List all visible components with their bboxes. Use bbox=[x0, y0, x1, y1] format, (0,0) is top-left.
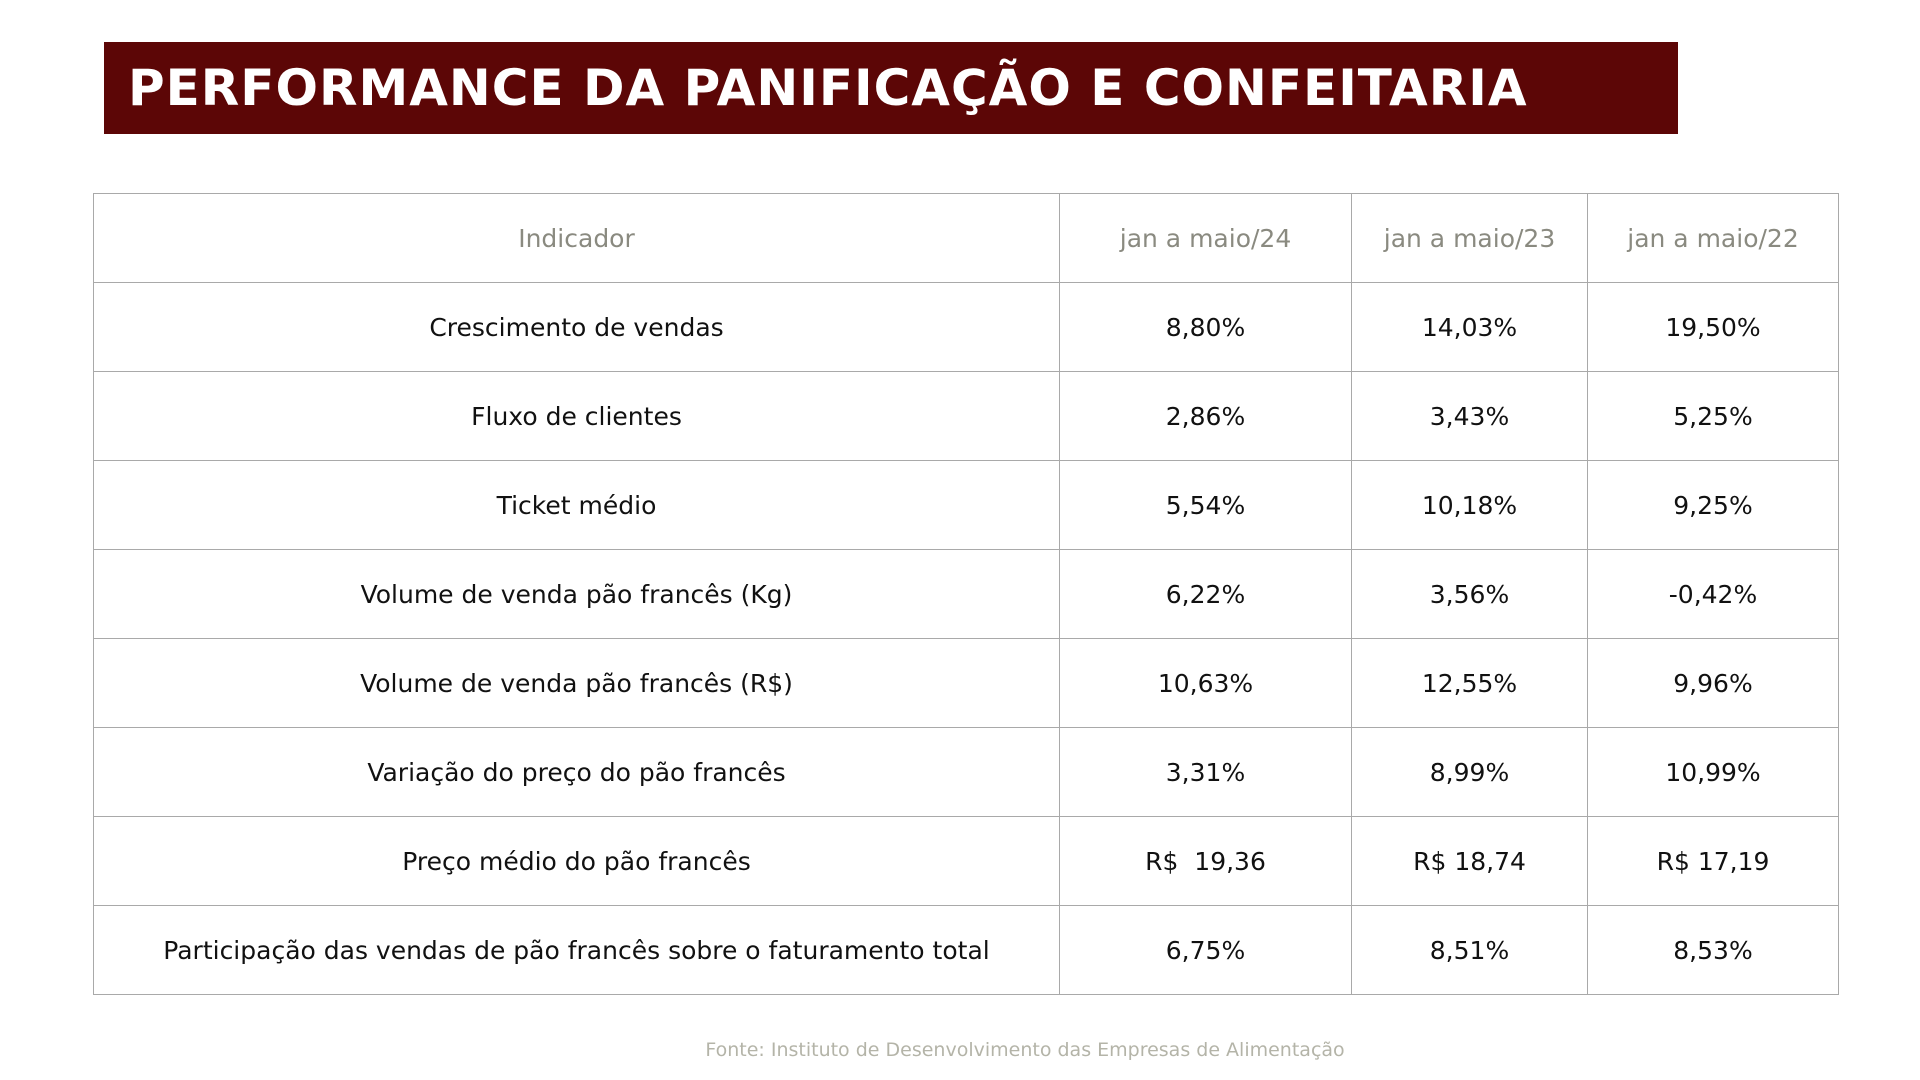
table-header-row: Indicador jan a maio/24 jan a maio/23 ja… bbox=[93, 193, 1839, 283]
table-row: Fluxo de clientes 2,86% 3,43% 5,25% bbox=[93, 371, 1839, 461]
cell-value: 12,55% bbox=[1351, 638, 1588, 728]
performance-table: Indicador jan a maio/24 jan a maio/23 ja… bbox=[93, 193, 1839, 995]
cell-value: 19,50% bbox=[1587, 282, 1839, 372]
row-label: Preço médio do pão francês bbox=[93, 816, 1060, 906]
table-row: Participação das vendas de pão francês s… bbox=[93, 905, 1839, 995]
cell-value: R$ 18,74 bbox=[1351, 816, 1588, 906]
cell-value: 3,43% bbox=[1351, 371, 1588, 461]
table-row: Preço médio do pão francês R$ 19,36 R$ 1… bbox=[93, 816, 1839, 906]
table-row: Variação do preço do pão francês 3,31% 8… bbox=[93, 727, 1839, 817]
table-row: Volume de venda pão francês (R$) 10,63% … bbox=[93, 638, 1839, 728]
cell-value: 10,99% bbox=[1587, 727, 1839, 817]
cell-value: 10,18% bbox=[1351, 460, 1588, 550]
cell-value: 6,75% bbox=[1059, 905, 1352, 995]
table-row: Crescimento de vendas 8,80% 14,03% 19,50… bbox=[93, 282, 1839, 372]
row-label: Variação do preço do pão francês bbox=[93, 727, 1060, 817]
cell-value: -0,42% bbox=[1587, 549, 1839, 639]
cell-value: 2,86% bbox=[1059, 371, 1352, 461]
row-label: Participação das vendas de pão francês s… bbox=[93, 905, 1060, 995]
cell-value: 3,31% bbox=[1059, 727, 1352, 817]
table-row: Ticket médio 5,54% 10,18% 9,25% bbox=[93, 460, 1839, 550]
row-label: Volume de venda pão francês (R$) bbox=[93, 638, 1060, 728]
row-label: Fluxo de clientes bbox=[93, 371, 1060, 461]
header-jan-maio-24: jan a maio/24 bbox=[1059, 193, 1352, 283]
row-label: Crescimento de vendas bbox=[93, 282, 1060, 372]
page-title: PERFORMANCE DA PANIFICAÇÃO E CONFEITARIA bbox=[128, 59, 1528, 117]
cell-value: 9,25% bbox=[1587, 460, 1839, 550]
cell-value: 5,54% bbox=[1059, 460, 1352, 550]
cell-value: 9,96% bbox=[1587, 638, 1839, 728]
row-label: Ticket médio bbox=[93, 460, 1060, 550]
cell-value: 5,25% bbox=[1587, 371, 1839, 461]
cell-value: 6,22% bbox=[1059, 549, 1352, 639]
header-jan-maio-23: jan a maio/23 bbox=[1351, 193, 1588, 283]
cell-value: 14,03% bbox=[1351, 282, 1588, 372]
cell-value: R$ 17,19 bbox=[1587, 816, 1839, 906]
cell-value: 3,56% bbox=[1351, 549, 1588, 639]
cell-value: R$ 19,36 bbox=[1059, 816, 1352, 906]
cell-value: 8,99% bbox=[1351, 727, 1588, 817]
source-footnote-wrapper: Fonte: Instituto de Desenvolvimento das … bbox=[0, 1039, 1920, 1061]
table-row: Volume de venda pão francês (Kg) 6,22% 3… bbox=[93, 549, 1839, 639]
cell-value: 10,63% bbox=[1059, 638, 1352, 728]
title-banner: PERFORMANCE DA PANIFICAÇÃO E CONFEITARIA bbox=[104, 42, 1678, 134]
row-label: Volume de venda pão francês (Kg) bbox=[93, 549, 1060, 639]
source-footnote: Fonte: Instituto de Desenvolvimento das … bbox=[705, 1039, 1345, 1061]
cell-value: 8,53% bbox=[1587, 905, 1839, 995]
header-indicador: Indicador bbox=[93, 193, 1060, 283]
header-jan-maio-22: jan a maio/22 bbox=[1587, 193, 1839, 283]
cell-value: 8,80% bbox=[1059, 282, 1352, 372]
cell-value: 8,51% bbox=[1351, 905, 1588, 995]
